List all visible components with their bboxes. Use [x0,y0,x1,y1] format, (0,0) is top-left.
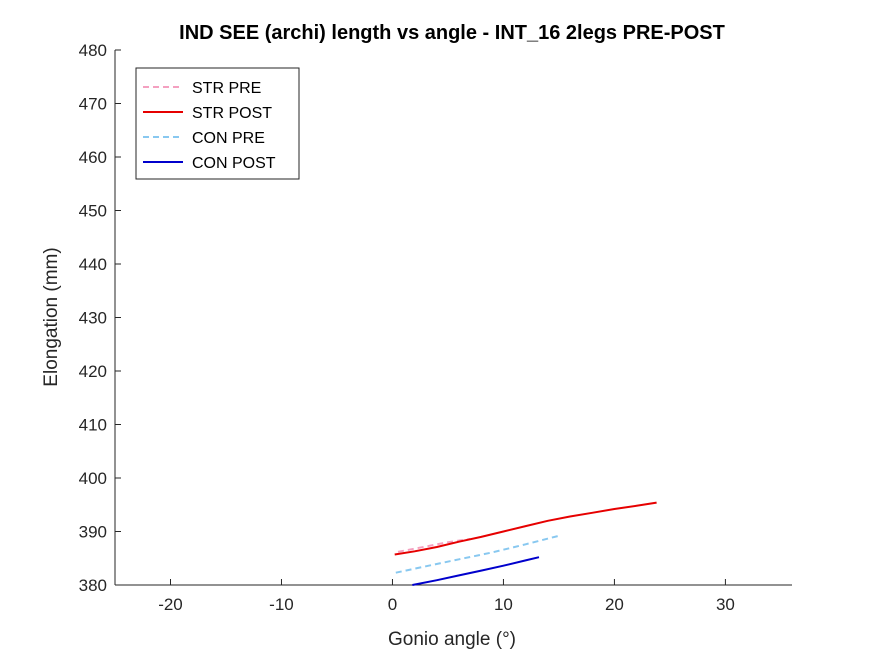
legend-label: CON PRE [192,130,265,147]
series-line-str-pre [397,538,471,553]
y-tick-label: 460 [79,148,107,167]
x-tick-label: -10 [269,595,294,614]
legend-label: STR PRE [192,80,261,97]
y-tick-label: 480 [79,41,107,60]
x-tick-label: 10 [494,595,513,614]
y-tick-label: 450 [79,202,107,221]
y-tick-label: 430 [79,309,107,328]
y-tick-label: 410 [79,416,107,435]
plot-lines [394,501,657,586]
legend-label: STR POST [192,105,272,122]
x-tick-label: -20 [158,595,183,614]
y-tick-label: 400 [79,469,107,488]
legend-label: CON POST [192,155,276,172]
y-axis-label: Elongation (mm) [41,247,62,386]
series-line-con-pre [395,534,560,574]
x-tick-label: 20 [605,595,624,614]
ticks: -20 -10 0 10 20 30 380 390 400 410 420 430 440 450 460… [79,41,735,614]
y-tick-label: 420 [79,362,107,381]
chart-title: IND SEE (archi) length vs angle - INT_16… [179,22,725,44]
y-tick-label: 380 [79,576,107,595]
x-tick-label: 0 [388,595,397,614]
y-tick-label: 440 [79,255,107,274]
x-tick-label: 30 [716,595,735,614]
y-tick-label: 470 [79,95,107,114]
x-axis-label: Gonio angle (°) [388,629,516,650]
series-line-con-post [412,556,540,586]
legend: STR PRE STR POST CON PRE CON POST [135,67,300,180]
series-line-str-post [394,501,657,556]
y-tick-label: 390 [79,523,107,542]
